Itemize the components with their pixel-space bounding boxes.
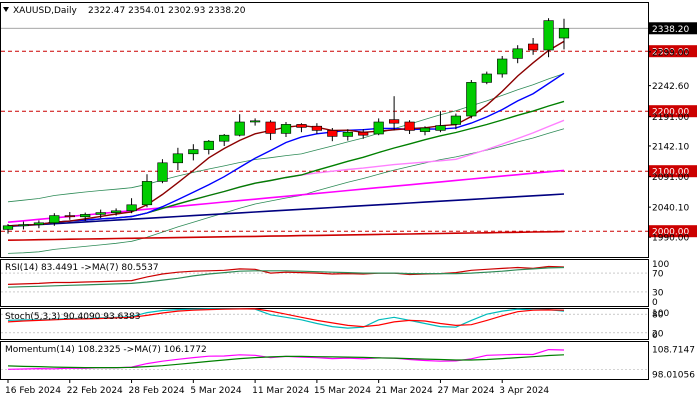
candle-bull <box>33 222 44 225</box>
candle-bear <box>311 125 323 131</box>
rsi-tick-label: 70 <box>652 270 664 280</box>
stoch-tick-label: 0 <box>652 331 658 341</box>
y-tick-label: 1990.00 <box>652 234 689 244</box>
candle-bull <box>466 82 477 117</box>
rsi-series-2 <box>7 266 565 288</box>
y-tick-label: 2299.00 <box>652 48 689 58</box>
x-tick-label: 11 Mar 2024 <box>252 386 309 396</box>
momentum-tick-label: 98.01056 <box>652 371 695 381</box>
candle-bull <box>419 127 431 132</box>
candle-bear <box>265 121 276 134</box>
rsi-tick-label: 100 <box>652 260 669 270</box>
x-tick-label: 3 Apr 2024 <box>499 386 549 396</box>
candle-bull <box>512 48 523 59</box>
candle-bull <box>250 120 261 123</box>
candle-bull <box>188 149 199 155</box>
candle-bull <box>219 134 230 142</box>
candle-bear <box>388 119 400 124</box>
rsi-series-1 <box>7 265 565 285</box>
bollinger-upper-line <box>7 73 565 203</box>
ma-navy-line <box>7 193 565 228</box>
x-tick-label: 5 Mar 2024 <box>190 386 242 396</box>
collapse-triangle-icon <box>3 7 9 12</box>
pane-frame-mom <box>0 341 649 380</box>
price-tag-2200.00 <box>649 105 697 118</box>
stoch-tick-label: 100 <box>652 309 669 319</box>
candle-bear <box>404 121 415 131</box>
ohlc-values: 2322.47 2354.01 2302.93 2338.20 <box>88 6 246 16</box>
y-tick-label: 2242.60 <box>652 82 689 92</box>
price-tag-2100.00 <box>649 165 697 178</box>
symbol-label: XAUUSD,Daily <box>13 6 77 16</box>
candle-bull <box>126 204 137 212</box>
candle-bull <box>157 162 168 182</box>
y-tick-label: 2191.00 <box>652 113 689 123</box>
candle-bull <box>18 224 29 227</box>
candle-bull <box>435 125 446 131</box>
candle-bull <box>172 153 184 164</box>
pane-frame-rsi <box>0 259 649 307</box>
rsi-tick-label: 30 <box>652 288 664 298</box>
x-tick-label: 16 Feb 2024 <box>5 386 61 396</box>
price-tag-label: 2300.00 <box>652 48 689 58</box>
candle-bull <box>481 73 492 83</box>
rsi-tick-label: 0 <box>652 298 658 308</box>
momentum-tick-label: 108.7147 <box>652 345 695 355</box>
price-tag-2000.00 <box>649 225 697 238</box>
candle-bull <box>497 58 508 75</box>
candle-bull <box>342 131 353 137</box>
price-tag-label: 2338.20 <box>652 25 689 35</box>
candle-bear <box>296 124 307 128</box>
x-tick-label: 21 Mar 2024 <box>376 386 433 396</box>
candle-bull <box>111 210 122 213</box>
candle-bull <box>234 121 245 136</box>
candle-bull <box>49 215 60 224</box>
stoch-series-2 <box>7 308 565 328</box>
x-tick-label: 28 Feb 2024 <box>129 386 185 396</box>
price-tag-2338.20 <box>649 22 697 35</box>
rsi-panel-label: RSI(14) 83.4491 ->MA(7) 80.5537 <box>5 263 159 273</box>
y-tick-label: 2040.10 <box>652 204 689 214</box>
x-tick-label: 27 Mar 2024 <box>437 386 494 396</box>
price-tag-label: 2100.00 <box>652 168 689 178</box>
price-tag-label: 2000.00 <box>652 228 689 238</box>
price-tag-2300.00 <box>649 45 697 58</box>
candle-bull <box>203 140 214 150</box>
candle-bull <box>80 214 91 218</box>
candle-bull <box>450 115 462 125</box>
price-tag-label: 2200.00 <box>652 108 689 118</box>
candle-bear <box>358 131 369 136</box>
bollinger-lower-line <box>7 128 565 254</box>
x-tick-label: 22 Feb 2024 <box>67 386 123 396</box>
candle-bull <box>373 121 384 135</box>
pane-frame-stoch <box>0 308 649 340</box>
candle-bull <box>95 212 106 215</box>
stoch-tick-label: 20 <box>652 329 664 339</box>
candle-bear <box>64 215 75 218</box>
ma-slowest-line <box>7 230 565 241</box>
stoch-panel-label: Stoch(5,3,3) 90.4090 93.6383 <box>5 312 140 322</box>
y-tick-label: 2142.10 <box>652 142 689 152</box>
momentum-series-2 <box>7 354 565 369</box>
candle-bull <box>280 124 292 134</box>
candle-bear <box>327 130 338 137</box>
ma-blue-line <box>7 72 565 227</box>
candle-bull <box>543 20 554 51</box>
candle-bear <box>527 43 539 51</box>
stoch-tick-label: 80 <box>652 311 664 321</box>
momentum-panel-label: Momentum(14) 108.2325 ->MA(7) 106.1772 <box>5 345 207 355</box>
candle-bull <box>141 181 153 206</box>
candle-bull <box>558 28 570 39</box>
y-tick-label: 2091.00 <box>652 173 689 183</box>
candle-bull <box>2 225 14 230</box>
x-tick-label: 15 Mar 2024 <box>314 386 371 396</box>
pane-frame-main <box>0 2 649 258</box>
